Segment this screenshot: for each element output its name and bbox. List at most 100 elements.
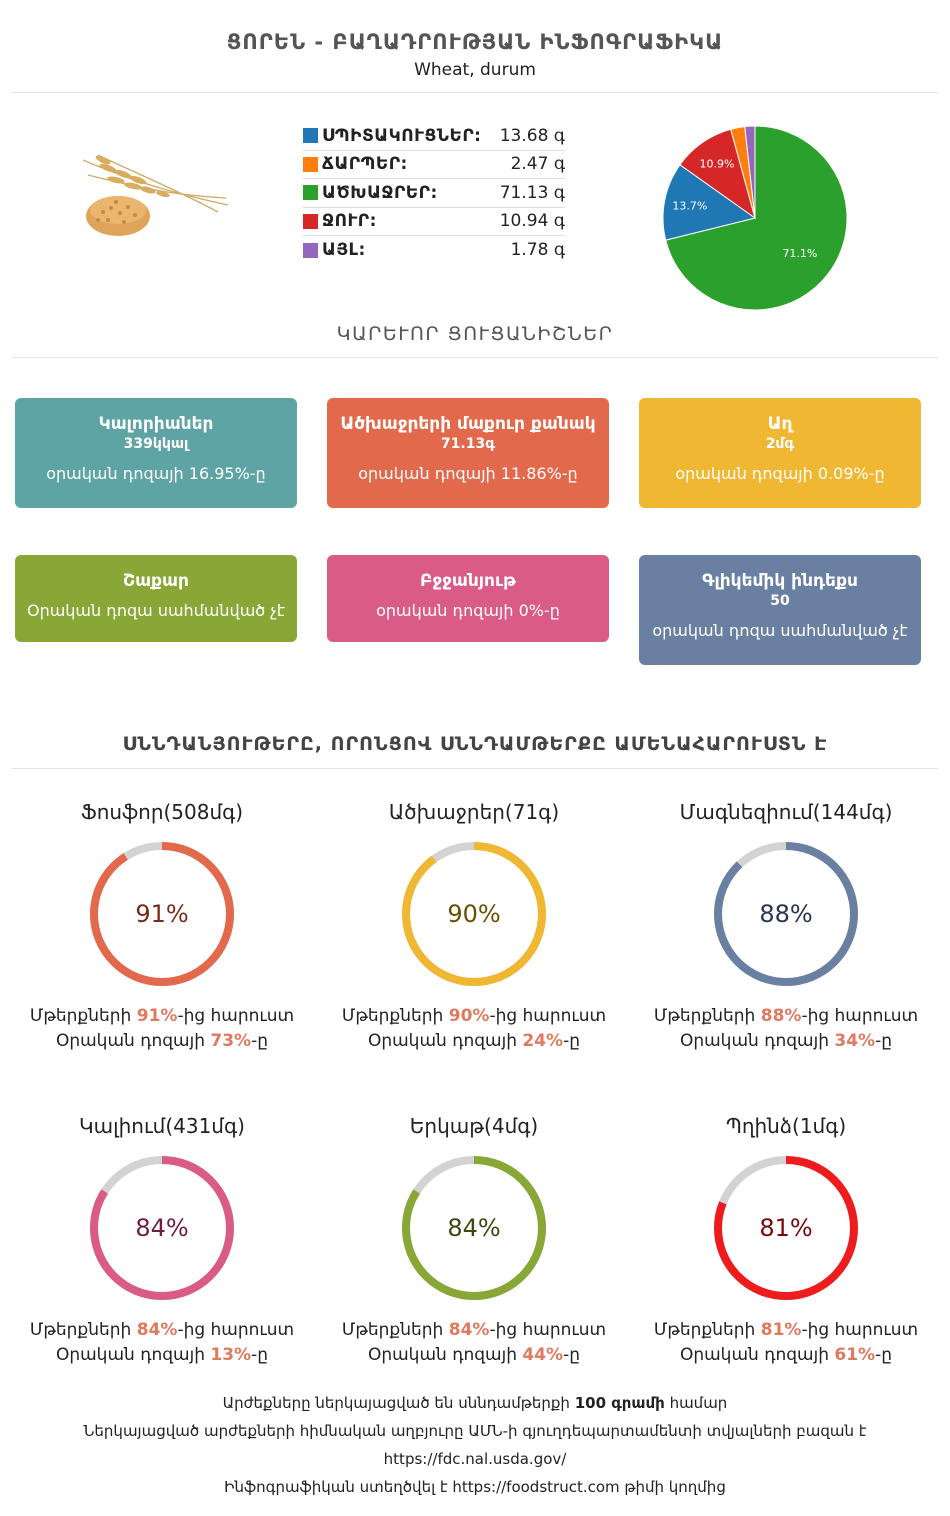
ring-progress-arc [714,1156,858,1300]
pie-slice [665,125,848,311]
line-text: Օրական դոզայի [679,1031,835,1051]
footer-credit: Ինֆոգրաֆիկան ստեղծվել է https://foodstru… [0,1478,950,1496]
daily-dose-line: Օրական դոզայի 34%-ը [630,1031,942,1051]
line-text: Օրական դոզայի [55,1031,211,1051]
card-value: 2մգ [765,436,795,452]
line-text: -ից հարուստ [489,1320,607,1340]
pie-slice-label: 10.9% [700,158,735,171]
nutrient-ring-gauge: 81% [714,1156,858,1300]
macro-label: ԱՅԼ: [322,240,366,261]
macro-value: 2.47 գ [510,154,565,175]
macro-table: ՍՊԻՏԱԿՈՒՑՆԵՐ: 13.68 գ ՃԱՐՊԵՐ: 2.47 գ ԱԾԽ… [303,122,565,265]
pie-slice-label: 13.7% [672,200,707,213]
wheat-image [82,154,229,236]
ring-progress-arc [90,842,234,986]
card-salt: Աղ 2մգ օրական դոզայի 0.09%-ը [639,398,921,508]
nutrient-title: Պղինձ(1մգ) [725,1114,847,1138]
daily-dose-line: Օրական դոզայի 61%-ը [630,1345,942,1365]
card-title: Բջջանյութ [420,571,516,591]
richer-than-line: Մթերքների 84%-ից հարուստ [318,1320,630,1340]
pie-slice-label: 71.1% [782,247,817,260]
macro-value: 10.94 գ [499,211,565,232]
ring-percent-label: 88% [759,900,812,928]
daily-percent: 34% [834,1031,876,1051]
macro-row-fat: ՃԱՐՊԵՐ: 2.47 գ [303,151,565,179]
daily-dose-line: Օրական դոզայի 73%-ը [6,1031,318,1051]
ring-progress-arc [714,842,858,986]
swatch-carbs [303,185,318,201]
macro-value: 1.78 գ [510,240,565,261]
divider [12,92,938,93]
footer-source-link[interactable]: https://fdc.nal.usda.gov/ [383,1450,567,1468]
daily-percent: 61% [834,1345,876,1365]
daily-percent: 44% [522,1345,564,1365]
card-subtext: օրական դոզայի 11.86%-ը [358,464,578,483]
nutrient-ring-gauge: 88% [714,842,858,986]
line-text: -ը [875,1031,893,1051]
richer-percent: 90% [448,1006,490,1026]
nutrient-ring-card: Երկաթ(4մգ) 84% Մթերքների 84%-ից հարուստ Օրա… [318,1114,630,1365]
card-value: 339կկալ [123,436,189,452]
pie-slice [744,125,756,219]
nutrient-ring-card: Ածխաջրեր(71գ) 90% Մթերքների 90%-ից հարուստ… [318,800,630,1051]
macro-value: 13.68 գ [499,125,565,146]
line-text: Մթերքների [29,1320,137,1340]
card-calories: Կալորիաներ 339կկալ օրական դոզայի 16.95%-… [15,398,297,508]
card-title: Գլիկեմիկ ինդեքս [702,571,858,591]
richer-percent: 91% [136,1006,178,1026]
ring-percent-label: 84% [447,1214,500,1242]
nutrient-title: Ածխաջրեր(71գ) [388,800,560,824]
ring-percent-label: 84% [135,1214,188,1242]
key-indicators-heading: ԿԱՐԵՒՈՐ ՑՈՒՑԱՆԻՇՆԵՐ [336,323,614,345]
line-text: Օրական դոզայի [55,1345,211,1365]
richer-than-line: Մթերքների 88%-ից հարուստ [630,1006,942,1026]
page-title: ՑՈՐԵՆ - ԲԱՂԱԴՐՈՒԹՅԱՆ ԻՆՖՈԳՐԱՖԻԿԱ [226,30,724,54]
divider [12,768,938,769]
page-subtitle: Wheat, durum [414,60,536,80]
card-fiber: Բջջանյութ օրական դոզայի 0%-ը [327,555,609,642]
swatch-other [303,242,318,258]
line-text: Օրական դոզայի [367,1345,523,1365]
footer-credit-link[interactable]: https://foodstruct.com [452,1478,620,1496]
card-net-carbs: Ածխաջրերի մաքուր քանակ 71.13գ օրական դոզ… [327,398,609,508]
richer-percent: 84% [448,1320,490,1340]
line-text: Մթերքների [341,1320,449,1340]
card-subtext: Օրական դոզա սահմանված չէ [26,601,286,620]
card-value: 71.13գ [440,436,496,452]
line-text: -ից հարուստ [177,1320,295,1340]
swatch-protein [303,128,318,144]
richer-than-line: Մթերքների 84%-ից հարուստ [6,1320,318,1340]
card-title: Ածխաջրերի մաքուր քանակ [340,414,596,434]
nutrient-title: Կալիում(431մգ) [79,1114,245,1138]
card-sugar: Շաքար Օրական դոզա սահմանված չէ [15,555,297,642]
rich-nutrients-heading: ՍՆՆԴԱՆՅՈՒԹԵՐԸ, ՈՐՈՆՑՈՎ ՍՆՆԴԱՄԹԵՐՔԸ ԱՄԵՆԱ… [122,733,828,755]
card-subtext: օրական դոզայի 0%-ը [376,601,560,620]
line-text: -ը [563,1345,581,1365]
nutrient-ring-gauge: 84% [402,1156,546,1300]
card-value: 50 [770,593,790,609]
line-text: -ից հարուստ [177,1006,295,1026]
footer-text: համար [664,1394,728,1412]
nutrient-title: Երկաթ(4մգ) [409,1114,539,1138]
macro-row-protein: ՍՊԻՏԱԿՈՒՑՆԵՐ: 13.68 գ [303,122,565,151]
nutrient-ring-card: Ֆոսֆոր(508մգ) 91% Մթերքների 91%-ից հարուստ… [6,800,318,1051]
nutrient-ring-gauge: 90% [402,842,546,986]
ring-progress-arc [90,1156,234,1300]
ring-percent-label: 91% [135,900,188,928]
card-title: Աղ [767,414,793,434]
card-title: Շաքար [123,571,189,591]
line-text: Մթերքների [653,1006,761,1026]
richer-percent: 81% [760,1320,802,1340]
card-subtext: օրական դոզա սահմանված չէ [652,621,908,640]
ring-percent-label: 81% [759,1214,812,1242]
line-text: -ից հարուստ [801,1006,919,1026]
footer-emphasis: 100 գրամի [574,1394,665,1412]
line-text: -ը [251,1031,269,1051]
footer-note: Արժեքները ներկայացված են սննդամթերքի 100… [0,1394,950,1412]
nutrient-ring-card: Պղինձ(1մգ) 81% Մթերքների 81%-ից հարուստ Օրա… [630,1114,942,1365]
nutrient-ring-gauge: 84% [90,1156,234,1300]
nutrient-title: Մագնեզիում(144մգ) [679,800,893,824]
card-title: Կալորիաներ [98,414,214,434]
daily-dose-line: Օրական դոզայի 13%-ը [6,1345,318,1365]
pie-slice [662,164,757,241]
